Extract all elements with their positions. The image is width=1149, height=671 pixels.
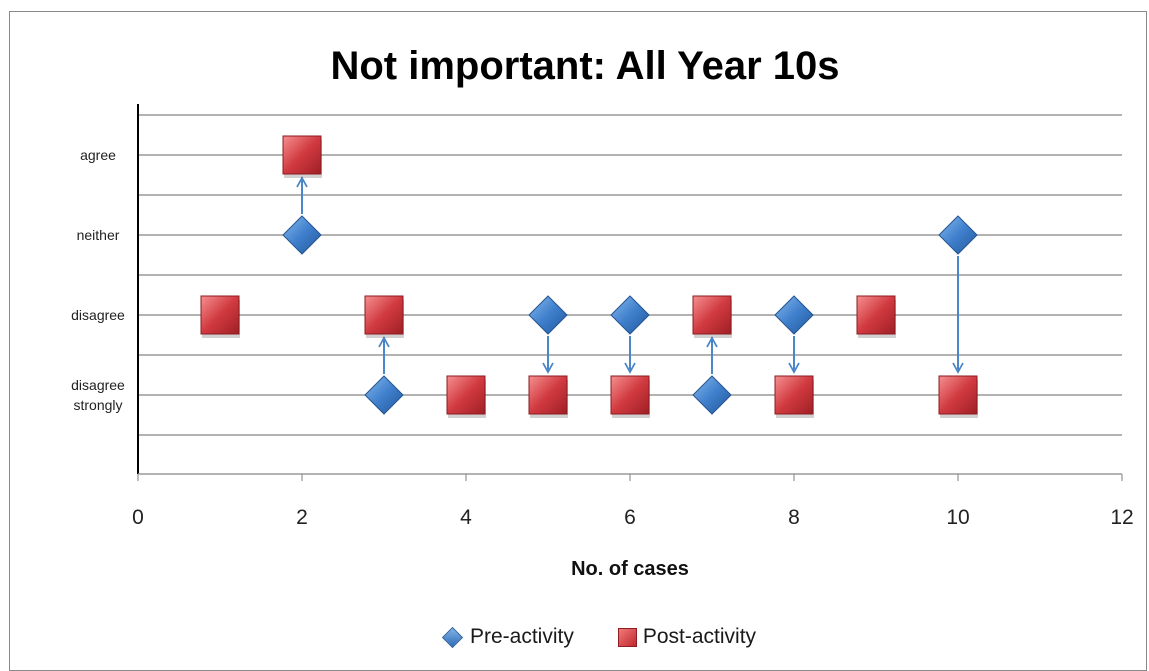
x-tick-label: 4 bbox=[460, 506, 472, 529]
post-activity-marker bbox=[692, 295, 732, 335]
pre-activity-marker bbox=[774, 295, 814, 335]
y-tick-label: disagree bbox=[71, 307, 125, 323]
pre-activity-marker bbox=[938, 215, 978, 255]
legend: Pre-activity Post-activity bbox=[441, 625, 757, 649]
chart-title: Not important: All Year 10s bbox=[330, 44, 840, 88]
post-activity-marker bbox=[528, 375, 568, 415]
post-activity-marker bbox=[200, 295, 240, 335]
x-tick-label: 0 bbox=[132, 506, 144, 529]
x-tick-label: 2 bbox=[296, 506, 308, 529]
pre-activity-marker bbox=[692, 375, 732, 415]
legend-square-icon bbox=[617, 627, 637, 647]
x-tick-label: 6 bbox=[624, 506, 636, 529]
post-activity-marker bbox=[282, 135, 322, 175]
post-activity-marker bbox=[446, 375, 486, 415]
post-activity-marker bbox=[856, 295, 896, 335]
legend-label-pre: Pre-activity bbox=[470, 625, 574, 648]
pre-activity-marker bbox=[282, 215, 322, 255]
post-activity-marker bbox=[774, 375, 814, 415]
chart-plot: 0 2 4 6 8 10 12 disagree strongly disagree neither… bbox=[71, 104, 1134, 529]
pre-activity-marker bbox=[610, 295, 650, 335]
post-activity-marker bbox=[938, 375, 978, 415]
post-activity-marker bbox=[364, 295, 404, 335]
post-activity-marker bbox=[610, 375, 650, 415]
legend-diamond-icon bbox=[441, 626, 464, 648]
x-tick-label: 10 bbox=[946, 506, 969, 529]
y-tick-label: disagree bbox=[71, 377, 125, 393]
y-tick-label: agree bbox=[80, 147, 116, 163]
y-tick-label: neither bbox=[77, 227, 120, 243]
x-tick-label: 12 bbox=[1110, 506, 1133, 529]
x-tick-label: 8 bbox=[788, 506, 800, 529]
legend-label-post: Post-activity bbox=[642, 625, 757, 648]
x-axis-title: No. of cases bbox=[571, 558, 689, 580]
pre-activity-marker bbox=[364, 375, 404, 415]
pre-activity-marker bbox=[528, 295, 568, 335]
y-tick-label: strongly bbox=[73, 397, 122, 413]
